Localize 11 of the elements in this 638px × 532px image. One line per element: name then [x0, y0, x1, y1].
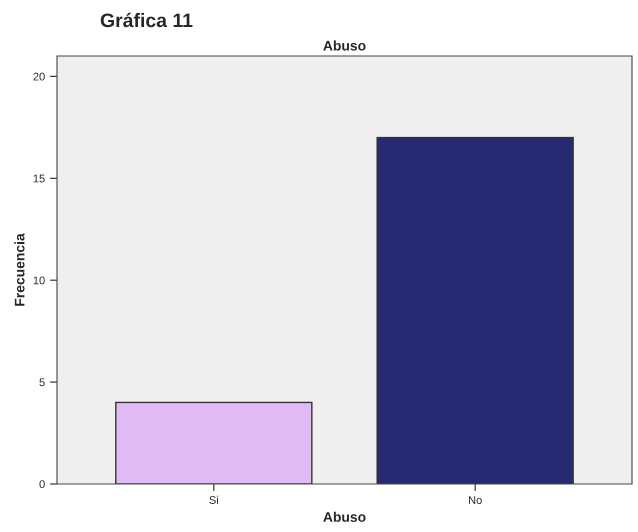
x-axis-title: Abuso — [323, 512, 366, 522]
y-tick-label: 15 — [34, 174, 45, 182]
chart-subtitle: Abuso — [323, 40, 366, 51]
chart-title: Gráfica 11 — [100, 12, 192, 28]
y-tick-label: 10 — [34, 276, 45, 284]
x-tick-label: No — [468, 496, 482, 504]
y-axis-title: Frecuencia — [14, 233, 25, 306]
x-tick-label: Si — [209, 496, 218, 504]
y-tick-label: 5 — [39, 378, 45, 386]
y-tick-label: 0 — [39, 480, 45, 488]
y-tick-label: 20 — [33, 72, 45, 81]
